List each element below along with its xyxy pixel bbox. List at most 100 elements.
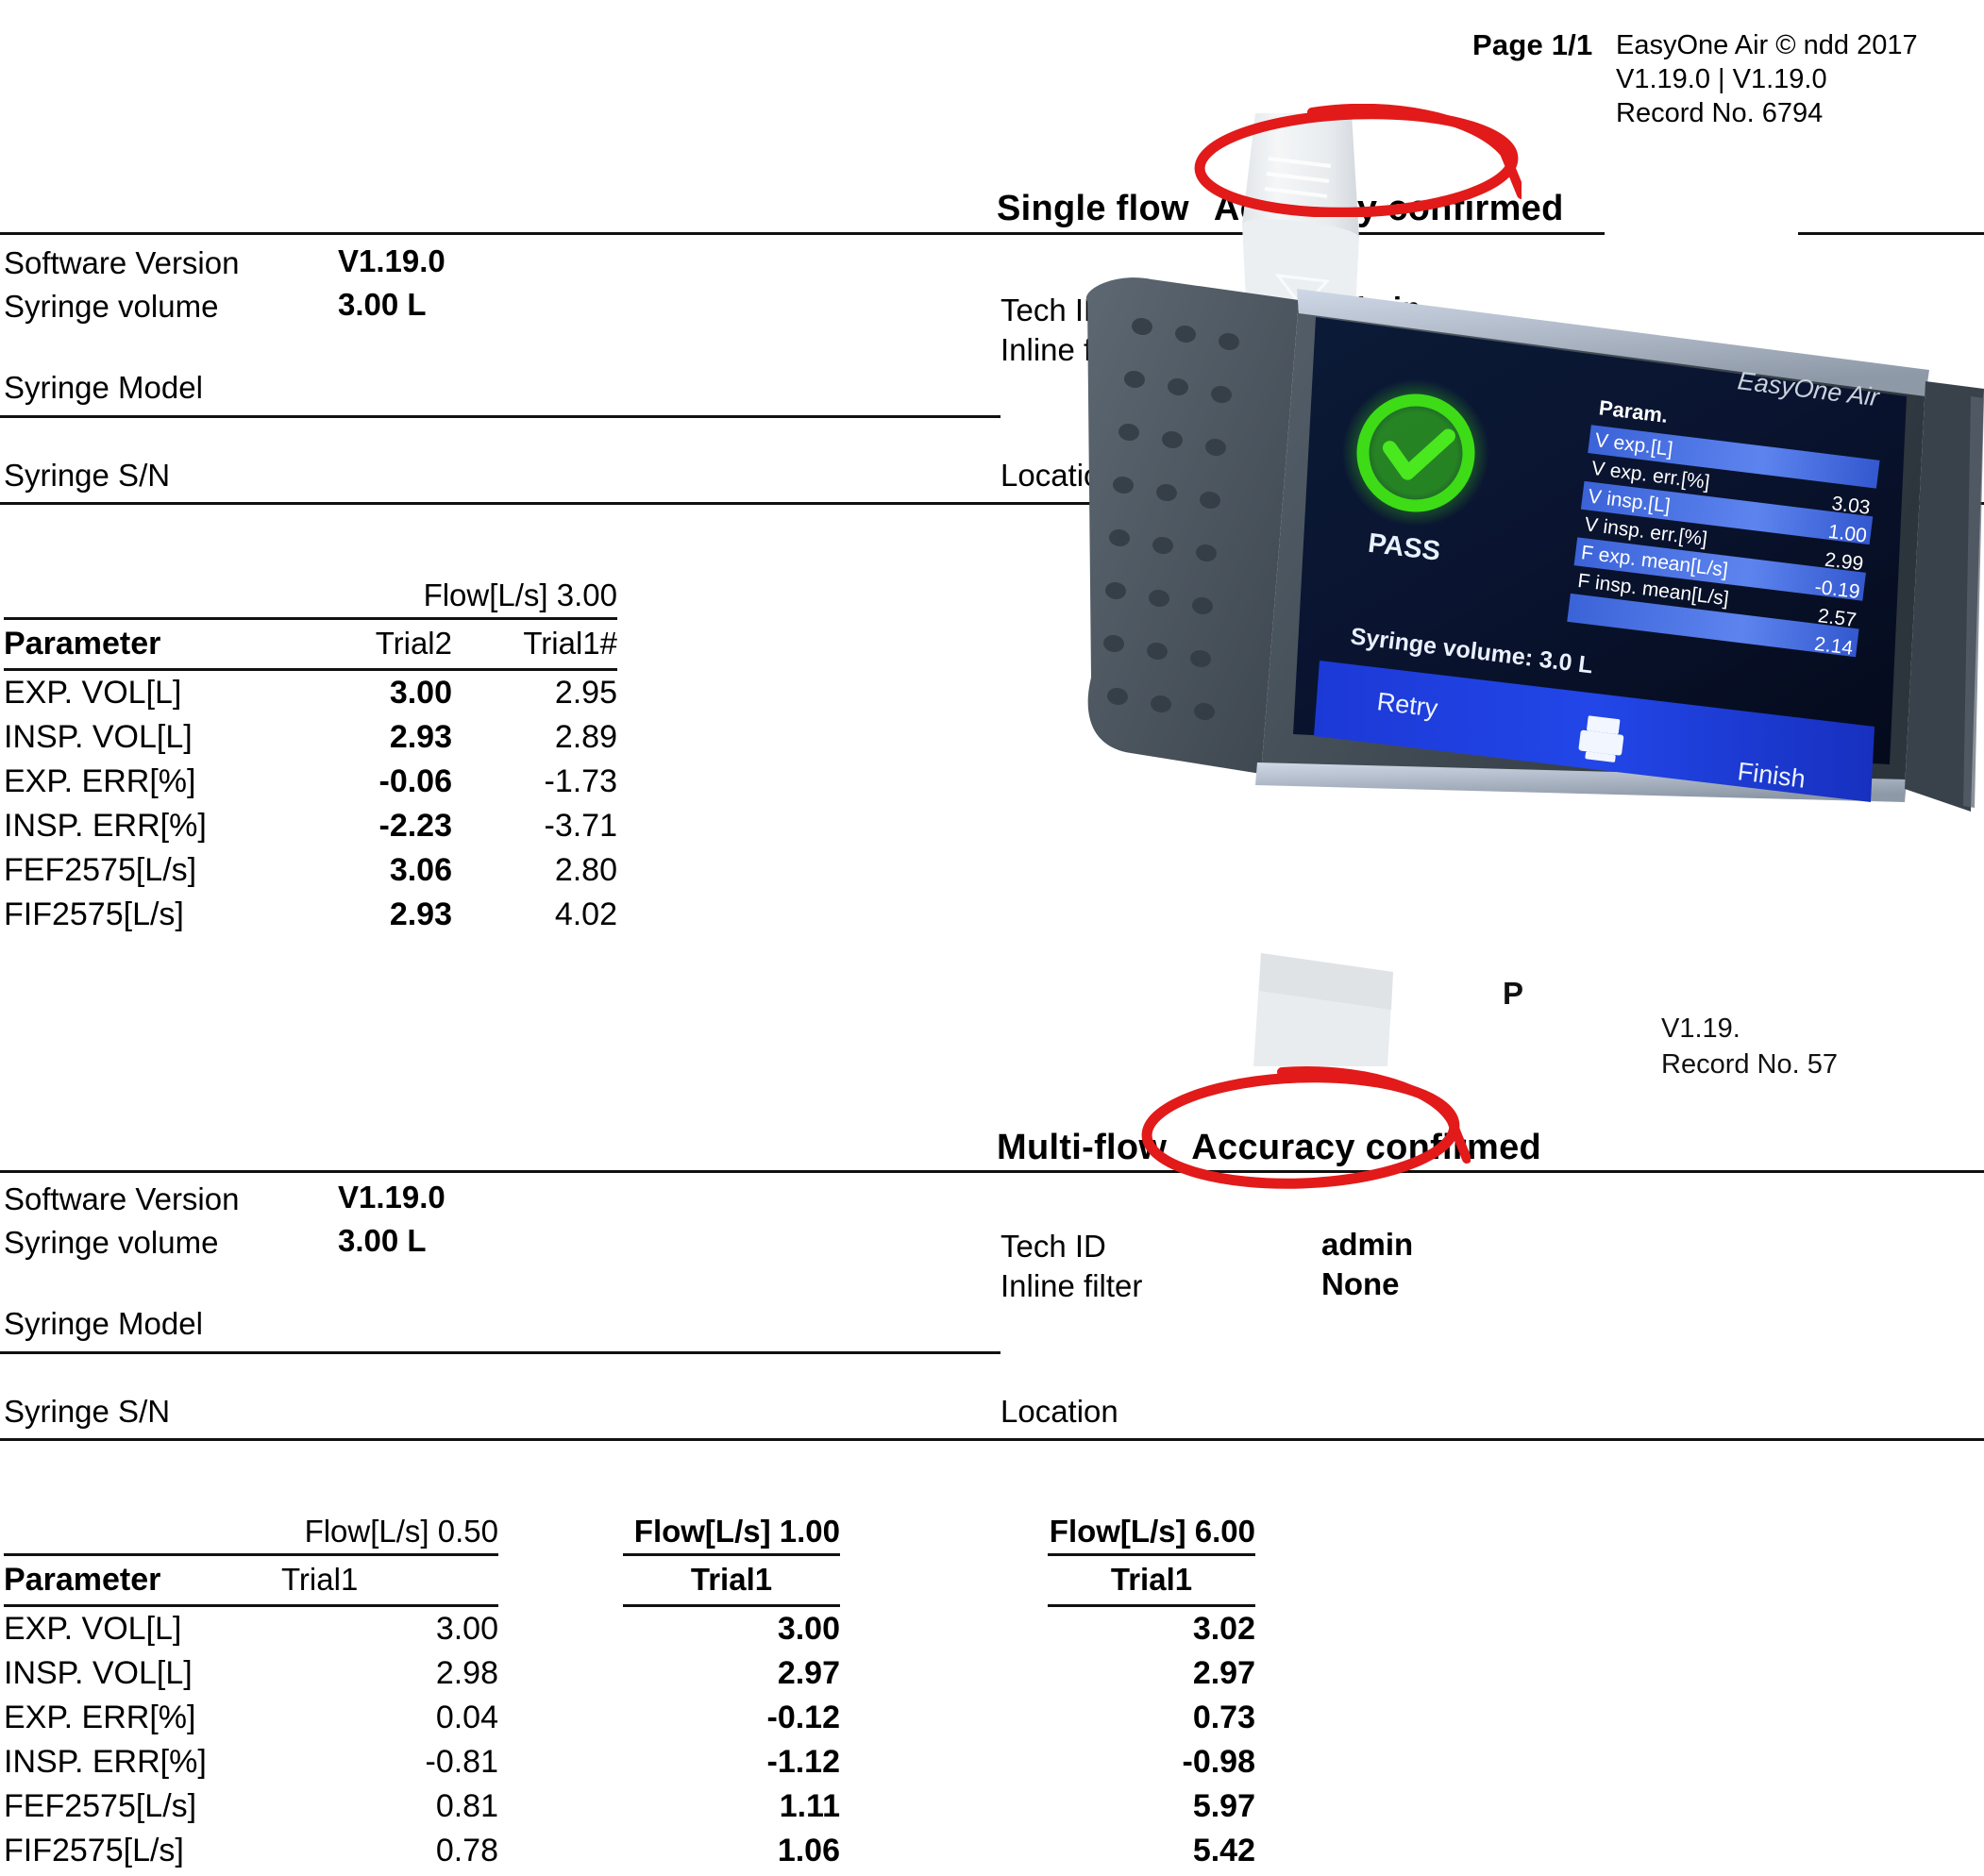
occluded-page-label: P [1503, 976, 1524, 1011]
info-label-syringe-volume-1: Syringe volume [4, 289, 219, 324]
row-value-0: 0.81 [435, 1788, 498, 1824]
table-row: 2.97 [1048, 1651, 1255, 1696]
table-row: FEF2575[L/s] 0.81 [4, 1784, 498, 1829]
divider-1b [0, 415, 1000, 418]
version-line: V1.19.0 | V1.19.0 [1616, 64, 1827, 94]
row-value-0: 2.97 [1192, 1655, 1255, 1691]
table-row: EXP. VOL[L] 3.00 2.95 [4, 670, 617, 716]
row-parameter: INSP. ERR[%] [4, 808, 207, 844]
trial-column-header-1: Trial1# [452, 617, 617, 671]
screen-row-best-5: 2.14 [1813, 633, 1855, 660]
flow-header: Flow[L/s] 0.50 [304, 1514, 498, 1549]
section-mode-label: Single flow [997, 189, 1189, 228]
row-parameter: INSP. VOL[L] [4, 1655, 193, 1691]
row-parameter: FEF2575[L/s] [4, 1788, 197, 1824]
row-value-0: -0.81 [425, 1744, 499, 1780]
table-trial-header-row: Parameter Trial1 [4, 1553, 498, 1607]
param-column-header: Parameter [4, 617, 259, 671]
row-value-0: 3.00 [435, 1611, 498, 1647]
parameter-table-flow-100: Flow[L/s] 1.00 Trial1 3.00 2.97 -0.12 -1… [623, 1514, 840, 1873]
trial-column-header-0: Trial1 [277, 1553, 498, 1607]
table-row: INSP. VOL[L] 2.93 2.89 [4, 715, 617, 760]
info-label-software-version-2: Software Version [4, 1181, 240, 1216]
table-row: -0.12 [623, 1696, 841, 1740]
trial-column-header-0: Trial2 [259, 617, 452, 671]
info-label-syringe-sn-2: Syringe S/N [4, 1394, 171, 1429]
table-trial-header-row: Parameter Trial2 Trial1# [4, 617, 617, 671]
info-value-syringe-volume-2: 3.00 L [338, 1223, 427, 1258]
table-row: 0.73 [1048, 1696, 1255, 1740]
row-value-0: -0.98 [1182, 1744, 1256, 1780]
row-parameter: EXP. ERR[%] [4, 763, 196, 799]
info-label-syringe-model-1: Syringe Model [4, 370, 203, 405]
table-row: FIF2575[L/s] 2.93 4.02 [4, 893, 617, 937]
flow-header: Flow[L/s] 3.00 [423, 578, 617, 612]
table-row: 5.97 [1048, 1784, 1255, 1829]
table-flow-header-row: Flow[L/s] 0.50 [4, 1514, 498, 1555]
trial-column-header-0: Trial1 [1048, 1553, 1255, 1607]
parameter-table-single-flow: Flow[L/s] 3.00 Parameter Trial2 Trial1# … [4, 578, 617, 937]
document-meta: EasyOne Air © ndd 2017 V1.19.0 | V1.19.0… [1616, 28, 1918, 130]
table-row: -0.98 [1048, 1740, 1256, 1784]
section-title-multi-flow: Multi-flow Accuracy confirmed [997, 1128, 1541, 1168]
screen-button-bar: Retry Finish [1314, 661, 1875, 802]
table-trial-header-row: Trial1 [623, 1553, 840, 1607]
device-screen: EasyOne Air PASS Syringe volume: 3.0 L P… [1293, 317, 1907, 802]
table-flow-header-row: Flow[L/s] 6.00 [1048, 1514, 1255, 1555]
table-row: 3.00 [623, 1606, 840, 1652]
row-value-0: -0.12 [766, 1700, 841, 1735]
table-row: FIF2575[L/s] 0.78 [4, 1829, 498, 1873]
row-value-0: 5.42 [1192, 1833, 1255, 1868]
table-row: 2.97 [623, 1651, 840, 1696]
row-value-0: 5.97 [1192, 1788, 1255, 1824]
row-parameter: INSP. VOL[L] [4, 719, 193, 755]
table-row: 5.42 [1048, 1829, 1255, 1873]
screen-row-best-0: 3.03 [1830, 493, 1871, 519]
table-row: INSP. VOL[L] 2.98 [4, 1651, 498, 1696]
trial-column-header-0: Trial1 [623, 1553, 840, 1607]
row-value-0: 3.00 [777, 1611, 840, 1647]
divider-2a [0, 1170, 1984, 1173]
divider-1c [0, 502, 1227, 505]
row-value-0: 3.06 [389, 852, 452, 888]
flow-header: Flow[L/s] 1.00 [633, 1514, 840, 1549]
row-value-0: 2.97 [777, 1655, 840, 1691]
row-parameter: EXP. VOL[L] [4, 675, 182, 711]
row-value-0: -2.23 [378, 808, 453, 844]
page-number: Page 1/1 [1472, 28, 1593, 61]
info-label-software-version-1: Software Version [4, 245, 240, 280]
record-line: Record No. 6794 [1616, 98, 1824, 128]
row-parameter: EXP. VOL[L] [4, 1611, 182, 1647]
table-row: FEF2575[L/s] 3.06 2.80 [4, 848, 617, 893]
info-value-syringe-volume-1: 3.00 L [338, 287, 427, 322]
product-line: EasyOne Air © ndd 2017 [1616, 30, 1918, 60]
spirette-mouthpiece-bottom [1253, 953, 1393, 1066]
occluded-record-line: Record No. 57 [1661, 1049, 1838, 1080]
divider-2b [0, 1351, 1000, 1354]
occluded-version-line: V1.19. [1661, 1013, 1740, 1044]
row-value-0: 2.98 [435, 1655, 498, 1691]
row-parameter: EXP. ERR[%] [4, 1700, 196, 1735]
check-icon [1382, 428, 1455, 480]
row-value-0: 2.93 [389, 719, 452, 755]
row-value-1: 2.95 [554, 675, 617, 711]
row-value-0: 3.00 [389, 675, 452, 711]
row-parameter: FIF2575[L/s] [4, 896, 184, 932]
row-value-0: 2.93 [389, 896, 452, 932]
parameter-table-flow-600: Flow[L/s] 6.00 Trial1 3.02 2.97 0.73 -0.… [1048, 1514, 1255, 1873]
table-row: INSP. ERR[%] -2.23 -3.71 [4, 804, 617, 848]
table-row: -1.12 [623, 1740, 841, 1784]
info-value-inline-filter-2: None [1321, 1266, 1400, 1301]
row-value-0: 0.73 [1192, 1700, 1255, 1735]
info-value-software-version-2: V1.19.0 [338, 1180, 446, 1214]
row-parameter: FIF2575[L/s] [4, 1833, 184, 1868]
print-icon [1578, 715, 1624, 762]
info-value-software-version-1: V1.19.0 [338, 243, 446, 278]
row-value-0: -1.12 [766, 1744, 841, 1780]
table-row: 1.06 [623, 1829, 840, 1873]
table-row: EXP. ERR[%] -0.06 -1.73 [4, 760, 617, 804]
row-parameter: INSP. ERR[%] [4, 1744, 207, 1780]
row-value-1: 4.02 [554, 896, 617, 932]
table-flow-header-row: Flow[L/s] 1.00 [623, 1514, 840, 1555]
table-row: 1.11 [623, 1784, 840, 1829]
